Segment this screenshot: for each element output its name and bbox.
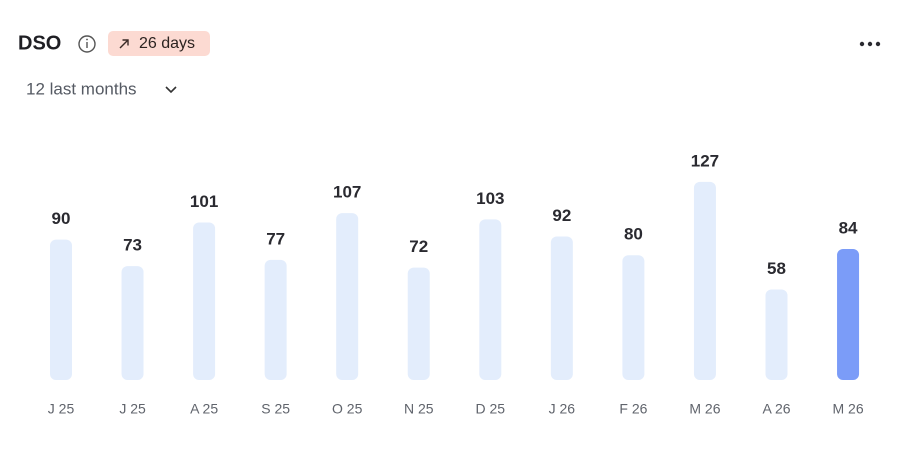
x-tick-label: F 26 [619,401,647,417]
value-label: 92 [552,206,571,225]
value-label: 84 [839,218,858,237]
bar [837,248,860,380]
info-icon[interactable] [78,35,96,53]
x-tick-label: O 25 [332,401,363,417]
value-label: 101 [190,192,218,211]
x-tick-label: N 25 [404,401,434,417]
x-tick-label: M 26 [689,401,720,417]
x-tick-label: J 25 [119,401,146,417]
bar [407,267,430,380]
value-label: 72 [409,237,428,256]
x-tick-label: S 25 [261,401,290,417]
more-menu[interactable] [859,41,881,47]
bar [336,213,359,380]
title: DSO [18,32,61,54]
bar [50,239,72,380]
bar [479,219,502,380]
x-tick-label: D 25 [476,401,506,417]
dropdown-chevron[interactable] [165,86,177,94]
value-label: 107 [333,183,361,202]
value-label: 73 [123,236,142,255]
x-tick-label: M 26 [832,401,863,417]
trend-arrow [119,39,129,49]
value-label: 103 [476,189,504,208]
value-label: 90 [52,209,71,228]
x-tick-label: A 25 [190,401,218,417]
value-label: 127 [691,151,719,170]
value-label: 77 [266,229,285,248]
x-tick-label: J 26 [549,401,576,417]
plot: 90 J 25 73 J 25 101 A 25 77 S 25 107 O 25 72 N 25 10… [48,151,864,416]
x-tick-label: J 25 [48,401,75,417]
bar [765,289,788,380]
value-label: 80 [624,225,643,244]
bar [264,259,287,380]
bar [121,266,144,380]
value-label: 58 [767,259,786,278]
x-tick-label: A 26 [762,401,790,417]
bar [193,222,216,380]
badge-text: 26 days [139,35,195,52]
period-selector[interactable]: 12 last months [26,79,137,98]
bar [622,255,645,380]
bar [550,236,573,380]
bar [693,181,716,380]
badge [108,31,210,56]
